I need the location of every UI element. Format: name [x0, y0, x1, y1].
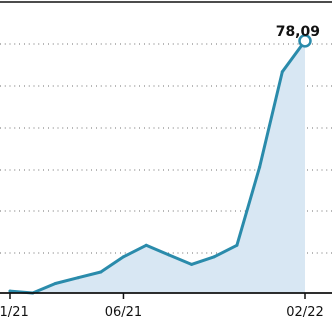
x-axis-ticks: 01/21 06/21 02/22	[0, 293, 324, 320]
data-point	[258, 165, 262, 169]
data-point	[280, 70, 284, 74]
series-line	[8, 39, 307, 295]
data-point	[167, 253, 171, 257]
x-tick-label: 01/21	[0, 305, 29, 320]
end-value-label: 78,09	[276, 24, 320, 40]
data-point	[212, 255, 216, 259]
x-tick-label: 06/21	[105, 305, 142, 320]
data-point	[76, 276, 80, 280]
end-value-marker	[298, 34, 312, 48]
data-point	[144, 243, 148, 247]
area-fill	[10, 40, 305, 294]
data-point	[99, 270, 103, 274]
data-point	[235, 243, 239, 247]
grid-lines	[0, 1, 332, 254]
data-point	[122, 255, 125, 259]
x-tick-label: 02/22	[286, 305, 323, 320]
data-point	[190, 262, 193, 266]
data-point	[8, 289, 12, 293]
data-point	[53, 282, 57, 285]
